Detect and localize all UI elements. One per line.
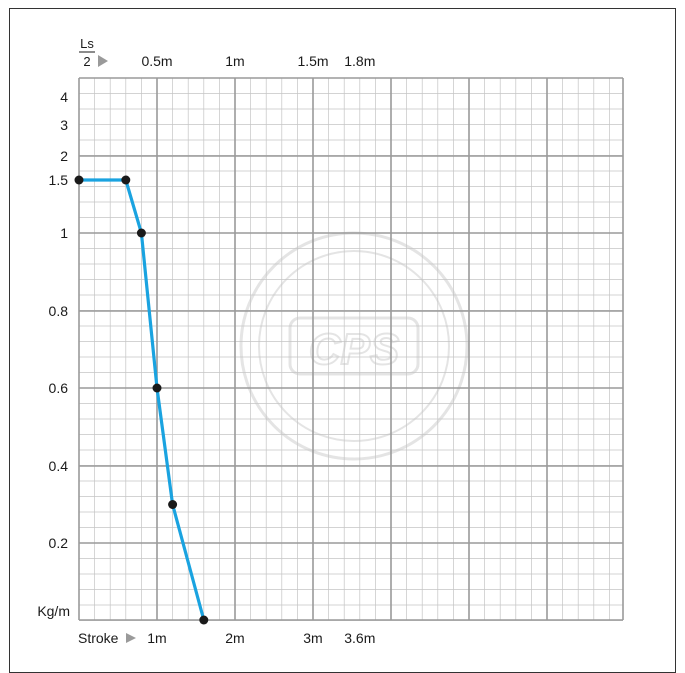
top-tick-label: 1.5m xyxy=(297,53,328,69)
top-tick-label: 1.8m xyxy=(344,53,375,69)
top-axis-arrow-icon xyxy=(98,55,108,67)
y-tick-label: 3 xyxy=(60,117,68,133)
data-point xyxy=(168,500,178,509)
y-tick-label: 1.5 xyxy=(49,172,69,188)
data-point xyxy=(121,175,131,185)
series-line xyxy=(79,178,206,621)
outer-border xyxy=(9,8,676,673)
y-tick-label: 0.6 xyxy=(49,380,69,396)
data-point xyxy=(136,228,146,238)
x-tick-label: 2m xyxy=(225,630,244,646)
y-tick-label: 0.2 xyxy=(49,535,69,551)
tick-labels: 1m 2m 3m 3.6m 0.5m 1m 1.5m 1.8m 0.2 0.4 0.6 0.8 1 1.5… xyxy=(49,53,376,646)
plot-area xyxy=(74,175,209,625)
x-tick-label: 3.6m xyxy=(344,630,375,646)
y-tick-label: 1 xyxy=(60,225,68,241)
top-axis-denominator: 2 xyxy=(83,54,90,69)
watermark-text: CPS xyxy=(309,325,399,374)
data-point xyxy=(74,175,84,185)
x-tick-label: 1m xyxy=(147,630,166,646)
x-tick-label: 3m xyxy=(303,630,322,646)
x-axis-label: Stroke xyxy=(78,630,119,646)
x-axis-label-group: Stroke xyxy=(78,630,136,646)
y-axis-label: Kg/m xyxy=(37,603,70,619)
data-point xyxy=(199,615,209,625)
top-tick-label: 1m xyxy=(225,53,244,69)
y-tick-label: 0.8 xyxy=(49,303,69,319)
top-axis-numerator: Ls xyxy=(80,36,94,51)
x-axis-arrow-icon xyxy=(126,633,136,643)
y-tick-label: 4 xyxy=(60,89,68,105)
y-tick-label: 0.4 xyxy=(49,458,69,474)
grid-major xyxy=(78,77,624,621)
top-tick-label: 0.5m xyxy=(141,53,172,69)
top-axis-label: Ls 2 xyxy=(79,36,108,69)
data-point xyxy=(152,383,162,393)
y-tick-label: 2 xyxy=(60,148,68,164)
